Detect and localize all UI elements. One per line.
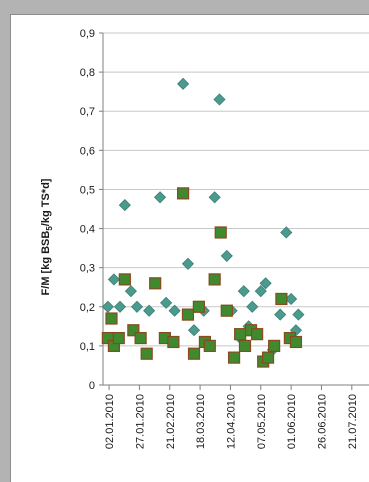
square-point [149,277,162,290]
square-point [251,328,264,341]
diamond-point [168,304,181,317]
square-point [227,351,241,364]
data-series [101,77,305,368]
diamond-point [118,199,131,212]
square-point [127,324,140,337]
square-point [181,308,195,321]
square-point [261,351,275,364]
square-point [140,347,153,360]
square-point [220,304,233,317]
diamond-point [130,300,144,313]
x-tick-label: 07.05.2010 [256,394,268,449]
square-point [289,335,303,349]
square-point [192,300,205,313]
square-point [118,273,131,286]
square-point [268,339,281,352]
diamond-point [292,308,305,321]
square-point [177,187,190,200]
square-point [134,331,147,345]
y-tick-label: 0,2 [80,302,95,314]
y-tick-label: 0,5 [80,184,95,196]
diamond-point [187,324,201,337]
x-tick-label: 02.01.2010 [104,394,116,449]
diamond-point [237,285,250,298]
diamond-point [181,257,195,270]
x-tick-label: 01.06.2010 [286,394,298,449]
x-tick-label: 21.02.2010 [165,394,177,449]
square-point [105,312,118,325]
axes [99,32,369,390]
x-tick-label: 27.01.2010 [134,394,146,449]
diamond-point [153,191,167,204]
diamond-point [113,300,127,313]
square-point [203,339,216,352]
y-axis-label: F/M [kg BSB5/kg TS*d] [40,178,54,295]
chart-panel: 0 0,1 0,2 0,3 0,4 0,5 0,6 0,7 0,8 0,9 02.01.2010 2… [10,14,369,482]
diamond-point [259,277,272,290]
square-point [275,292,288,306]
diamond-point [246,300,259,313]
scatter-chart: 0 0,1 0,2 0,3 0,4 0,5 0,6 0,7 0,8 0,9 02.01.2010 2… [40,28,369,449]
diamond-point [208,191,221,204]
x-tick-labels: 02.01.2010 27.01.2010 21.02.2010 18.03.2010… [104,394,359,449]
y-tick-label: 0,8 [80,67,95,79]
y-tick-label: 0,7 [80,106,95,118]
square-point [208,273,221,286]
square-point [234,328,247,341]
grid-lines [103,32,369,347]
y-tick-label: 0 [89,380,95,392]
square-point [238,339,252,352]
y-tick-label: 0,1 [80,341,95,353]
y-tick-labels: 0 0,1 0,2 0,3 0,4 0,5 0,6 0,7 0,8 0,9 [80,28,95,392]
diamond-point [254,285,267,298]
diamond-point [124,285,137,298]
y-tick-label: 0,6 [80,145,95,157]
diamond-point [220,249,233,262]
square-point [167,335,180,349]
x-tick-label: 26.06.2010 [316,394,328,449]
diamond-point [160,296,173,309]
square-point [187,347,201,360]
diamond-point [280,226,293,239]
diamond-point [143,304,156,317]
x-tick-label: 21.07.2010 [347,394,359,449]
diamond-point [101,300,114,313]
y-tick-label: 0,4 [80,224,95,236]
y-tick-label: 0,9 [80,28,95,40]
diamond-point [213,93,226,106]
x-tick-label: 18.03.2010 [195,394,207,449]
square-point [112,331,125,345]
diamond-point [177,77,190,90]
y-tick-label: 0,3 [80,263,95,275]
x-tick-label: 12.04.2010 [225,394,237,449]
square-point [214,226,227,239]
diamond-point [274,308,287,321]
diamond-point [107,273,120,286]
